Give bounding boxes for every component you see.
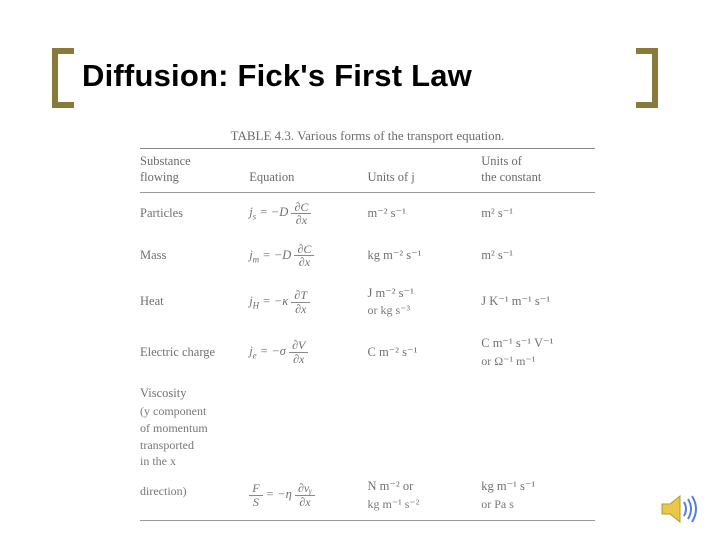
header-equation: Equation bbox=[249, 149, 367, 193]
table-header-row: Substance flowing Equation Units of j Un… bbox=[140, 149, 595, 193]
header-substance-b: flowing bbox=[140, 170, 179, 184]
bracket-left-decoration bbox=[52, 48, 74, 108]
table: Substance flowing Equation Units of j Un… bbox=[140, 148, 595, 521]
cell-units-j: m⁻² s⁻¹ bbox=[367, 192, 481, 235]
cell-units-j: N m⁻² or kg m⁻¹ s⁻² bbox=[367, 470, 481, 521]
cell-units-const: m² s⁻¹ bbox=[481, 235, 595, 277]
cell-substance: Viscosity (y component of momentum trans… bbox=[140, 377, 249, 470]
cell-substance-cont: direction) bbox=[140, 470, 249, 521]
header-substance: Substance flowing bbox=[140, 149, 249, 193]
header-units-const: Units of the constant bbox=[481, 149, 595, 193]
cell-equation: jm = −D ∂C∂x bbox=[249, 235, 367, 277]
cell-equation: jH = −κ ∂T∂x bbox=[249, 277, 367, 327]
cell-substance: Electric charge bbox=[140, 327, 249, 377]
header-substance-a: Substance bbox=[140, 154, 191, 168]
cell-substance: Heat bbox=[140, 277, 249, 327]
cell-equation: je = −σ ∂V∂x bbox=[249, 327, 367, 377]
header-units-const-b: the constant bbox=[481, 170, 541, 184]
table-row: Heat jH = −κ ∂T∂x J m⁻² s⁻¹ or kg s⁻³ J … bbox=[140, 277, 595, 327]
cell-units-j: kg m⁻² s⁻¹ bbox=[367, 235, 481, 277]
cell-equation: js = −D ∂C∂x bbox=[249, 192, 367, 235]
cell-substance: Mass bbox=[140, 235, 249, 277]
table-caption: TABLE 4.3. Various forms of the transpor… bbox=[140, 128, 595, 144]
transport-table: TABLE 4.3. Various forms of the transpor… bbox=[140, 128, 595, 521]
cell-units-j: J m⁻² s⁻¹ or kg s⁻³ bbox=[367, 277, 481, 327]
header-units-j: Units of j bbox=[367, 149, 481, 193]
cell-units-const: J K⁻¹ m⁻¹ s⁻¹ bbox=[481, 277, 595, 327]
slide-title: Diffusion: Fick's First Law bbox=[82, 58, 472, 94]
table-row: direction) FS = −η ∂vᵧ∂x N m⁻² or kg m⁻¹… bbox=[140, 470, 595, 521]
slide: Diffusion: Fick's First Law TABLE 4.3. V… bbox=[0, 0, 720, 540]
cell-equation: FS = −η ∂vᵧ∂x bbox=[249, 470, 367, 521]
header-units-j-text: Units of j bbox=[367, 170, 414, 184]
cell-substance: Particles bbox=[140, 192, 249, 235]
table-row: Mass jm = −D ∂C∂x kg m⁻² s⁻¹ m² s⁻¹ bbox=[140, 235, 595, 277]
header-units-const-a: Units of bbox=[481, 154, 522, 168]
table-row: Electric charge je = −σ ∂V∂x C m⁻² s⁻¹ C… bbox=[140, 327, 595, 377]
table-row: Particles js = −D ∂C∂x m⁻² s⁻¹ m² s⁻¹ bbox=[140, 192, 595, 235]
cell-units-const: C m⁻¹ s⁻¹ V⁻¹ or Ω⁻¹ m⁻¹ bbox=[481, 327, 595, 377]
bracket-right-decoration bbox=[636, 48, 658, 108]
cell-units-const: m² s⁻¹ bbox=[481, 192, 595, 235]
cell-units-const: kg m⁻¹ s⁻¹ or Pa s bbox=[481, 470, 595, 521]
table-row: Viscosity (y component of momentum trans… bbox=[140, 377, 595, 470]
cell-units-j: C m⁻² s⁻¹ bbox=[367, 327, 481, 377]
audio-speaker-icon[interactable] bbox=[660, 492, 702, 526]
